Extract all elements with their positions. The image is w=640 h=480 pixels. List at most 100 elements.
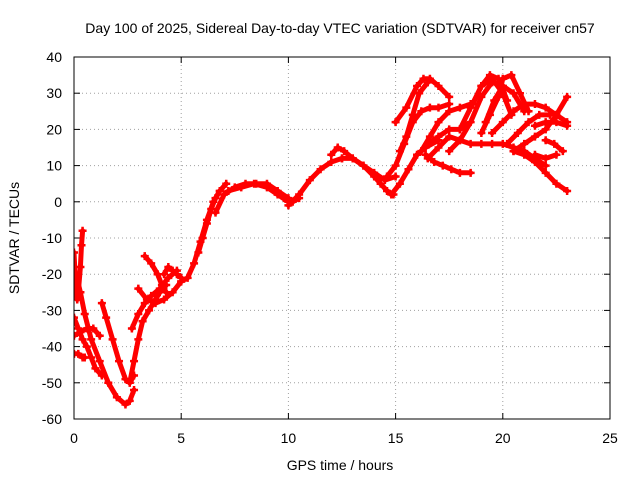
series-line <box>285 155 345 208</box>
data-point-marker <box>434 143 443 152</box>
data-point-marker <box>160 295 169 304</box>
plot-frame <box>73 56 611 420</box>
data-point-marker <box>97 299 106 308</box>
data-point-marker <box>520 100 529 109</box>
data-point-marker <box>488 129 497 138</box>
data-point-marker <box>222 179 231 188</box>
data-point-marker <box>280 194 289 203</box>
data-point-marker <box>387 190 396 199</box>
data-point-marker <box>127 324 136 333</box>
series-arc-19 <box>338 154 398 199</box>
data-point-marker <box>82 342 91 351</box>
data-series <box>74 71 572 409</box>
data-point-marker <box>563 121 572 130</box>
data-point-marker <box>552 179 561 188</box>
data-point-marker <box>455 168 464 177</box>
series-arc-13 <box>194 186 224 257</box>
data-point-marker <box>78 335 87 344</box>
data-point-marker <box>391 172 400 181</box>
data-point-marker <box>477 129 486 138</box>
data-point-marker <box>402 132 411 141</box>
data-point-marker <box>535 110 544 119</box>
data-point-marker <box>333 143 342 152</box>
data-point-marker <box>455 103 464 112</box>
data-point-marker <box>91 364 100 373</box>
y-tick-label: -40 <box>42 339 62 355</box>
data-point-marker <box>198 234 207 242</box>
data-point-marker <box>74 349 83 358</box>
data-point-marker <box>413 81 422 90</box>
data-point-marker <box>160 270 169 279</box>
series-arc-23 <box>395 78 432 156</box>
data-point-marker <box>445 100 454 109</box>
data-point-marker <box>455 125 464 134</box>
series-arc-2 <box>74 270 139 409</box>
data-point-marker <box>434 81 443 90</box>
data-point-marker <box>558 147 567 156</box>
x-tick-label: 5 <box>177 430 185 446</box>
data-point-marker <box>552 118 561 127</box>
data-point-marker <box>80 353 89 362</box>
x-axis-label: GPS time / hours <box>287 457 394 473</box>
data-point-marker <box>466 168 475 177</box>
data-point-marker <box>327 157 336 166</box>
y-tick-label: 10 <box>46 158 62 174</box>
data-point-marker <box>250 179 259 188</box>
y-tick-label: 20 <box>46 121 62 137</box>
data-point-marker <box>391 161 400 170</box>
y-axis-label: SDTVAR / TECUs <box>6 182 22 294</box>
x-tick-label: 20 <box>495 430 511 446</box>
data-point-marker <box>207 205 216 214</box>
series-arc-32 <box>481 81 529 127</box>
data-point-marker <box>125 378 134 387</box>
data-point-marker <box>147 291 156 300</box>
data-point-marker <box>404 165 413 174</box>
data-point-marker <box>541 136 550 145</box>
data-point-marker <box>130 386 139 395</box>
data-point-marker <box>340 147 349 156</box>
data-point-marker <box>134 335 143 344</box>
data-point-marker <box>121 400 130 409</box>
data-point-marker <box>541 161 550 170</box>
y-tick-label: 40 <box>46 49 62 65</box>
series-arc-5 <box>74 324 104 340</box>
data-point-marker <box>402 103 411 112</box>
data-point-marker <box>370 172 379 181</box>
data-point-marker <box>438 161 447 170</box>
chart-title: Day 100 of 2025, Sidereal Day-to-day VTE… <box>85 20 595 36</box>
data-point-marker <box>89 324 98 333</box>
data-point-marker <box>164 273 173 282</box>
data-point-marker <box>115 357 124 366</box>
data-point-marker <box>74 313 78 322</box>
data-point-marker <box>415 89 424 98</box>
data-point-marker <box>563 186 572 195</box>
data-point-marker <box>509 89 518 98</box>
data-point-marker <box>76 328 85 337</box>
data-point-marker <box>503 96 512 105</box>
data-point-marker <box>395 147 404 156</box>
data-point-marker <box>78 226 87 235</box>
data-point-marker <box>383 172 392 181</box>
y-tick-label: -30 <box>42 302 62 318</box>
series-line <box>74 271 137 407</box>
data-point-marker <box>530 132 539 141</box>
data-point-marker <box>485 71 494 80</box>
data-point-marker <box>481 118 490 127</box>
data-point-marker <box>104 378 113 387</box>
data-point-marker <box>140 252 149 261</box>
data-point-marker <box>509 107 518 116</box>
data-point-marker <box>134 310 143 319</box>
data-point-marker <box>190 259 199 268</box>
data-point-marker <box>168 266 177 275</box>
data-point-marker <box>520 107 529 116</box>
data-point-marker <box>97 371 106 380</box>
data-point-marker <box>520 139 529 148</box>
data-point-marker <box>552 150 561 159</box>
data-point-marker <box>434 118 443 127</box>
series-line <box>135 278 184 306</box>
data-point-marker <box>498 118 507 127</box>
data-point-marker <box>125 396 134 405</box>
data-point-marker <box>395 179 404 188</box>
x-tick-label: 15 <box>388 430 404 446</box>
y-tick-label: 30 <box>46 85 62 101</box>
